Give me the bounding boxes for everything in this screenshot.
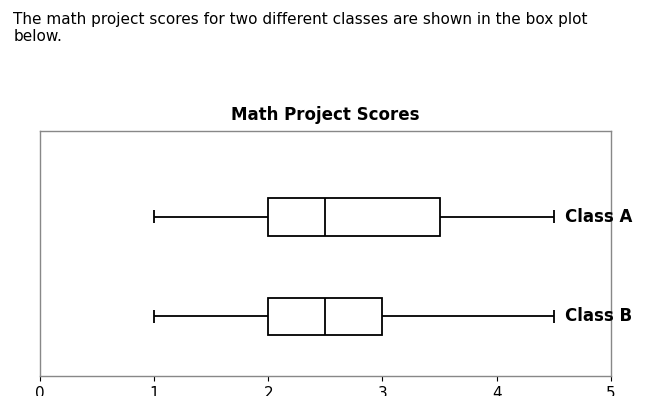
Text: Class A: Class A <box>565 208 633 226</box>
Text: Class B: Class B <box>565 307 632 326</box>
Bar <box>268 298 382 335</box>
Title: Math Project Scores: Math Project Scores <box>231 106 420 124</box>
Text: The math project scores for two different classes are shown in the box plot
belo: The math project scores for two differen… <box>13 12 588 44</box>
Bar <box>268 198 440 236</box>
